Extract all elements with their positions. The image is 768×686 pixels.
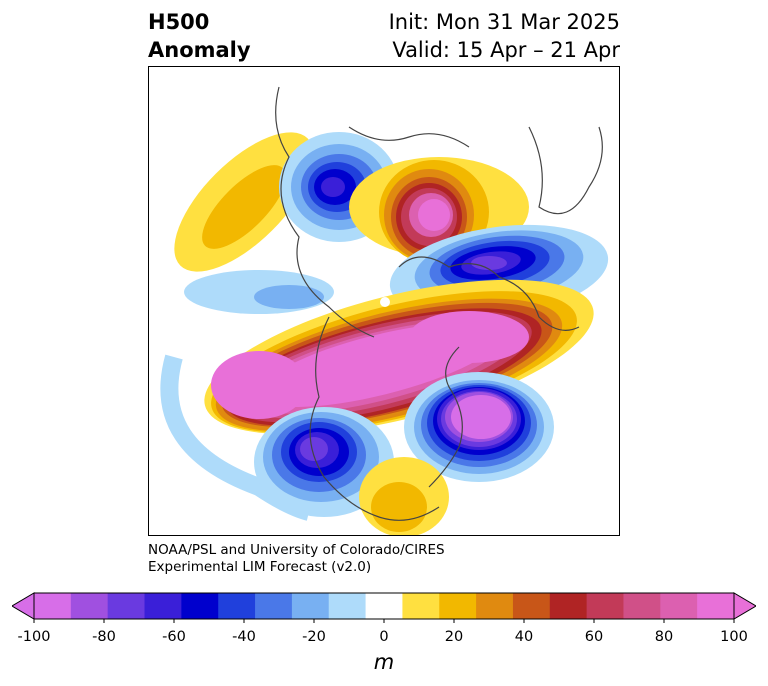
colorbar-segment: [34, 593, 72, 619]
credit-line-2: Experimental LIM Forecast (v2.0): [148, 559, 372, 575]
colorbar-tick-label: 80: [654, 629, 674, 645]
anomaly-positive-arctic-belt: [204, 279, 594, 435]
anomaly-map: [148, 66, 620, 536]
colorbar-tick-label: -100: [17, 629, 51, 645]
colorbar-segment: [402, 593, 440, 619]
colorbar-segment: [586, 593, 624, 619]
forecast-dates: Init: Mon 31 Mar 2025 Valid: 15 Apr – 21…: [389, 8, 620, 64]
colorbar-segment: [181, 593, 219, 619]
anomaly-negative-west-band: [184, 270, 334, 314]
colorbar-segment: [328, 593, 367, 619]
colorbar-tick-label: -80: [92, 629, 116, 645]
colorbar-segment: [476, 593, 514, 619]
colorbar-unit: m: [373, 650, 395, 674]
title-line-1: H500: [148, 10, 210, 34]
colorbar-tick-label: -20: [302, 629, 326, 645]
colorbar-segment: [291, 593, 330, 619]
colorbar-tick-label: 40: [514, 629, 534, 645]
valid-date: Valid: 15 Apr – 21 Apr: [392, 38, 620, 62]
colorbar-segment: [144, 593, 182, 619]
north-pole-marker: [380, 297, 390, 307]
anomaly-positive-southeast-us: [359, 457, 449, 535]
colorbar-segment: [549, 593, 588, 619]
colorbar-tick-label: -40: [232, 629, 256, 645]
colorbar-segment: [512, 593, 551, 619]
colorbar-tick-label: 0: [379, 629, 389, 645]
colorbar-segment: [623, 593, 661, 619]
colorbar-segment: [660, 593, 698, 619]
colorbar-segment: [365, 593, 403, 619]
init-date: Init: Mon 31 Mar 2025: [388, 10, 620, 34]
credit-text: NOAA/PSL and University of Colorado/CIRE…: [148, 542, 445, 576]
colorbar-over-arrow: [733, 592, 756, 620]
colorbar-segment: [218, 593, 256, 619]
colorbar-segment: [107, 593, 146, 619]
coastlines: [275, 86, 603, 521]
anomaly-positive-nw-pacific: [174, 132, 314, 272]
colorbar-tick-label: 100: [720, 629, 748, 645]
colorbar-segment: [697, 593, 735, 619]
colorbar-segment: [439, 593, 477, 619]
credit-line-1: NOAA/PSL and University of Colorado/CIRE…: [148, 542, 445, 558]
colorbar-tick-label: -60: [162, 629, 186, 645]
colorbar-tick-label: 20: [444, 629, 464, 645]
colorbar-segment: [70, 593, 109, 619]
anomaly-negative-west-na: [254, 407, 394, 517]
anomaly-map-svg: [160, 86, 609, 535]
colorbar: [12, 592, 756, 623]
colorbar-tick-label: 60: [584, 629, 604, 645]
colorbar-under-arrow: [12, 592, 35, 620]
map-title: H500 Anomaly: [148, 8, 251, 64]
title-line-2: Anomaly: [148, 38, 251, 62]
colorbar-segment: [255, 593, 293, 619]
